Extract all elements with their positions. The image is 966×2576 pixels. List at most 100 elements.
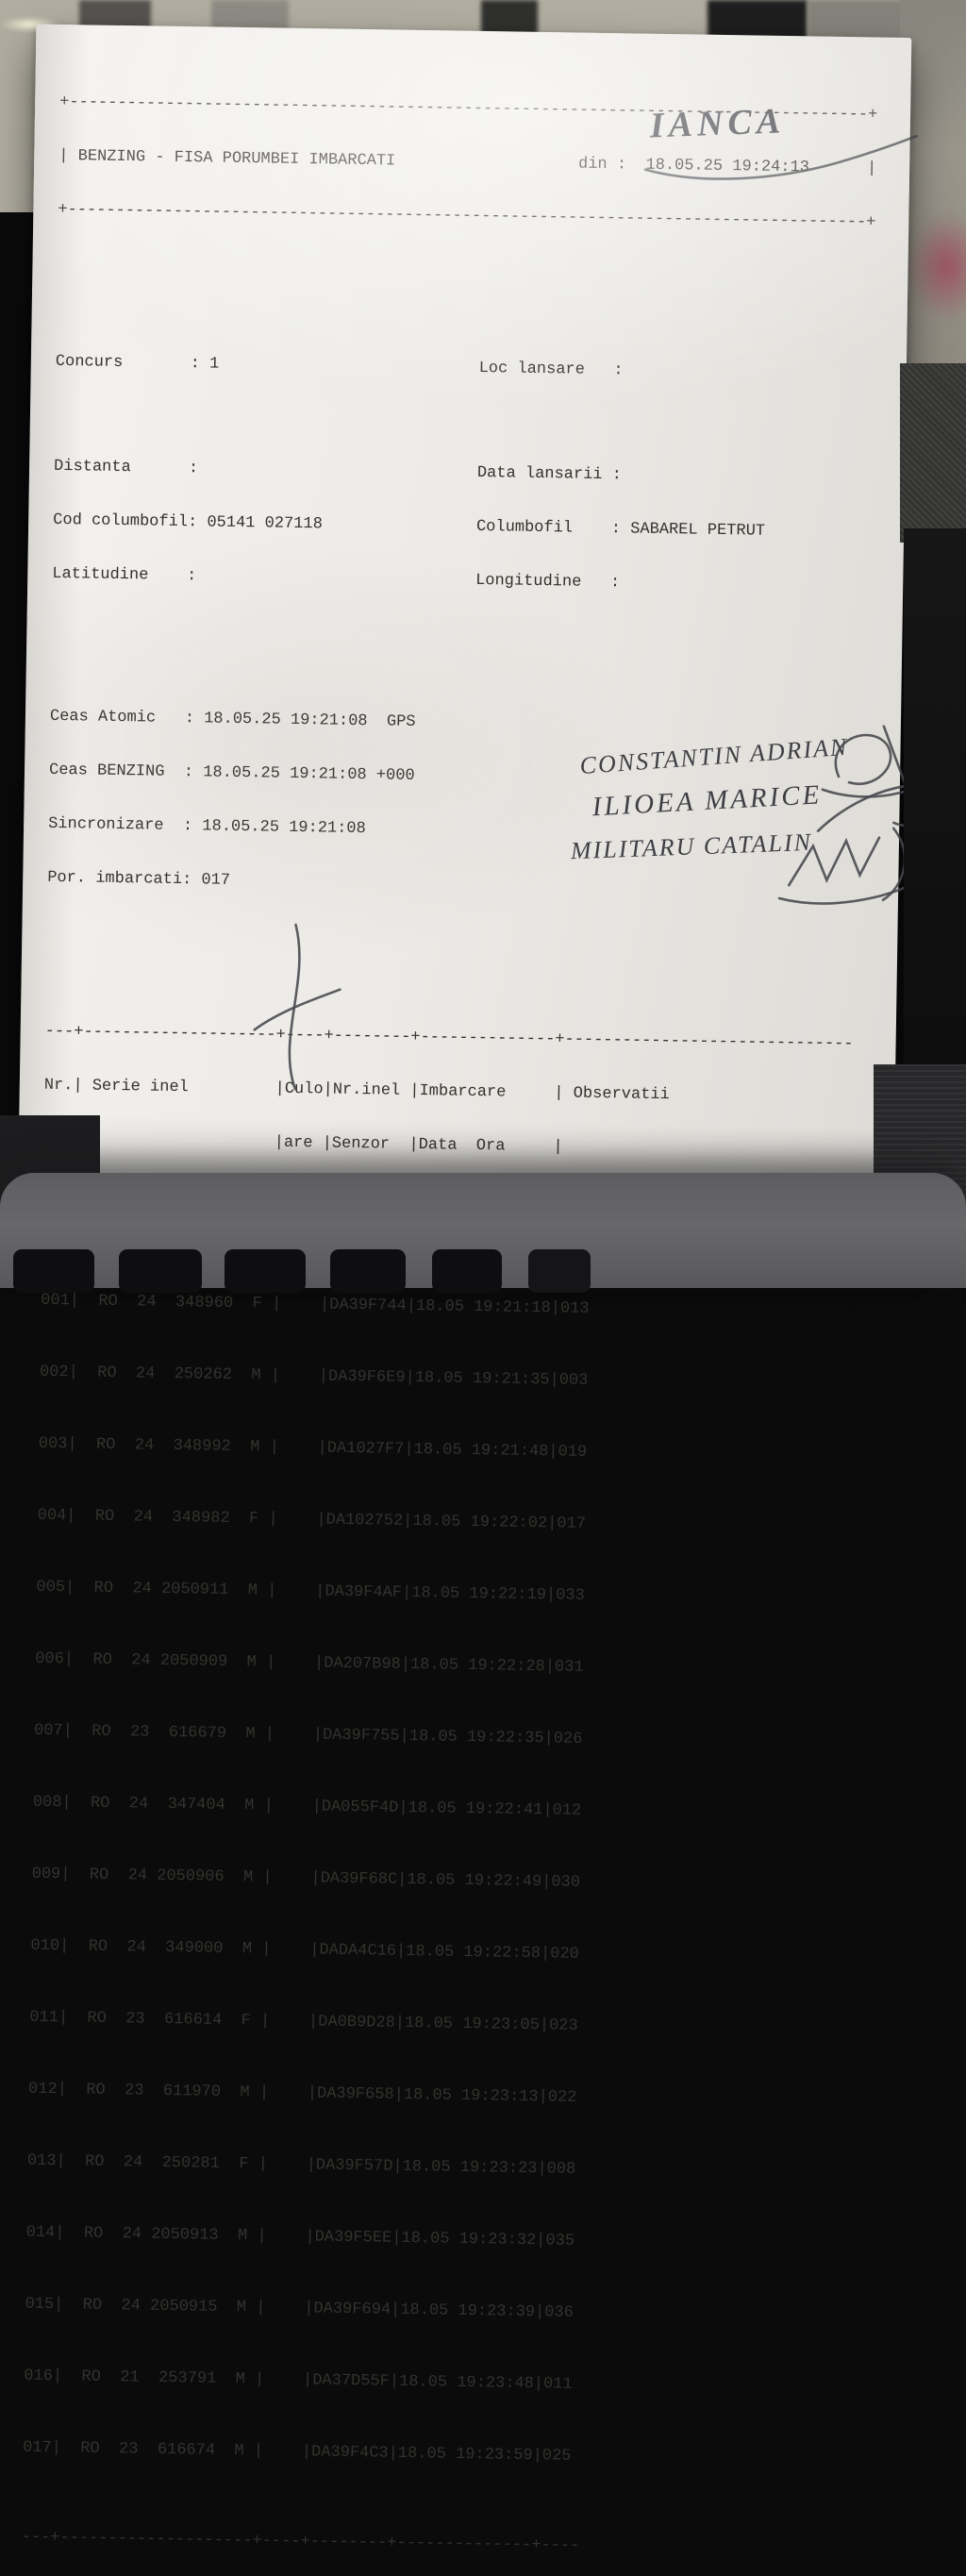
concurs-value: : 1 xyxy=(190,355,220,374)
cell-date: 18.05 xyxy=(406,1942,455,1962)
cell-time: 19:22:28 xyxy=(468,1656,545,1677)
cell-imbarcare: 18.05 19:22:19 xyxy=(411,1584,546,1604)
cell-country: RO xyxy=(80,2439,100,2458)
cell-ring-number: 348982 xyxy=(172,1508,230,1528)
column-separator: | xyxy=(409,1081,420,1101)
column-separator: | xyxy=(52,2367,63,2386)
table-row: 016 | RO 21 253791 M | | DA37D55F | 18.0… xyxy=(24,2367,874,2399)
cell-imbarcare: 18.05 19:22:49 xyxy=(407,1871,541,1891)
cell-date: 18.05 xyxy=(413,1441,462,1460)
column-separator: | xyxy=(553,1138,563,1157)
column-separator: | xyxy=(51,2439,62,2458)
cell-country: RO xyxy=(98,1292,118,1312)
cell-senzor: DA39F6E9 xyxy=(327,1367,406,1387)
cell-imbarcare: 18.05 19:22:41 xyxy=(408,1799,542,1819)
cell-culoare xyxy=(271,1941,309,1960)
info-row: Cod columbofil : 05141 027118 Columbofil… xyxy=(53,511,904,543)
column-separator: | xyxy=(550,1299,561,1318)
cell-ring-number: 611970 xyxy=(162,2082,222,2101)
cell-date: 18.05 xyxy=(411,1583,460,1603)
cell-ring-number: 250262 xyxy=(174,1365,233,1384)
table-row: 006 | RO 24 2050909 M | | DA207B98 | 18.… xyxy=(35,1650,886,1681)
column-separator: | xyxy=(538,2088,548,2107)
cell-sex: M xyxy=(240,2083,250,2102)
column-separator: | xyxy=(316,1511,326,1530)
cell-sex: M xyxy=(251,1366,261,1385)
cell-date: 18.05 xyxy=(415,1297,465,1316)
border-pipe: | xyxy=(866,159,877,178)
cell-ring-number: 2050911 xyxy=(160,1580,229,1599)
cell-serie-inel: RO 24 348960 F xyxy=(79,1292,272,1313)
col-header-serie: Serie inel xyxy=(82,1077,189,1097)
cell-year: 24 xyxy=(135,1364,156,1383)
column-separator: | xyxy=(270,1366,281,1385)
cell-senzor: DA207B98 xyxy=(324,1654,401,1674)
cell-serie-inel: RO 24 2050906 M xyxy=(70,1865,262,1887)
cell-year: 24 xyxy=(126,1938,146,1957)
column-separator: | xyxy=(319,1296,330,1314)
column-separator: | xyxy=(268,1510,278,1529)
ceas-benzing-label: Ceas BENZING xyxy=(48,761,165,781)
cell-country: RO xyxy=(87,2009,108,2028)
cell-sex: M xyxy=(242,1940,253,1959)
column-separator: | xyxy=(301,2443,312,2462)
cell-time: 19:21:48 xyxy=(471,1441,549,1462)
cell-sex: M xyxy=(236,2299,247,2317)
cell-observatii: 036 xyxy=(544,2303,574,2322)
cell-nr: 014 xyxy=(25,2223,56,2243)
cell-nr: 012 xyxy=(27,2080,58,2099)
cell-country: RO xyxy=(83,2224,104,2243)
cell-sex: M xyxy=(250,1438,260,1457)
column-separator: | xyxy=(532,2447,543,2466)
cell-year: 24 xyxy=(127,1866,148,1885)
cell-time: 19:21:18 xyxy=(474,1297,551,1318)
cell-year: 24 xyxy=(122,2225,142,2244)
column-separator: | xyxy=(261,1940,272,1959)
column-separator: | xyxy=(258,2083,270,2102)
column-separator: | xyxy=(259,2012,271,2031)
column-separator: | xyxy=(549,1371,559,1390)
column-separator: | xyxy=(57,2081,68,2099)
cell-senzor: DA39F4AF xyxy=(325,1582,403,1602)
sincronizare-label: Sincronizare xyxy=(48,814,164,835)
column-separator: | xyxy=(393,2085,404,2104)
cell-imbarcare: 18.05 19:23:23 xyxy=(402,2158,537,2178)
cell-serie-inel: RO 24 2050911 M xyxy=(75,1579,267,1600)
cell-senzor: DA1027F7 xyxy=(326,1439,405,1459)
column-separator: | xyxy=(389,2372,400,2391)
cell-serie-inel: RO 23 611970 M xyxy=(67,2081,259,2102)
column-separator: | xyxy=(257,2227,267,2246)
col-header-culoare: Culo xyxy=(284,1079,324,1099)
column-separator: | xyxy=(534,2303,545,2322)
cell-serie-inel: RO 21 253791 M xyxy=(62,2367,255,2389)
table-row: 012 | RO 23 611970 M | | DA39F658 | 18.0… xyxy=(28,2081,879,2112)
cell-observatii: 023 xyxy=(548,2016,578,2035)
cell-imbarcare: 18.05 19:23:32 xyxy=(401,2230,536,2250)
keyboard-key xyxy=(119,1249,202,1293)
column-separator: | xyxy=(66,1507,76,1526)
column-separator: | xyxy=(536,2232,546,2250)
table-separator: ---+--------------------+----+--------+-… xyxy=(44,1022,854,1054)
cell-observatii: 003 xyxy=(558,1371,589,1390)
column-separator: | xyxy=(53,2296,64,2315)
column-separator: | xyxy=(322,1134,333,1153)
column-separator: | xyxy=(310,1869,321,1888)
longitudine-value: : xyxy=(609,574,621,593)
cell-time: 19:23:48 xyxy=(457,2373,535,2394)
cell-serie-inel: RO 24 250281 F xyxy=(66,2152,258,2174)
column-separator: | xyxy=(56,2152,66,2171)
cell-date: 18.05 xyxy=(407,1870,456,1890)
cell-observatii: 022 xyxy=(547,2088,577,2107)
column-separator: | xyxy=(306,2156,317,2175)
cell-nr: 010 xyxy=(30,1936,60,1956)
cell-nr: 006 xyxy=(35,1649,65,1669)
cell-culoare xyxy=(272,1869,310,1888)
table-row: 005 | RO 24 2050911 M | | DA39F4AF | 18.… xyxy=(36,1579,887,1610)
ceas-atomic-label: Ceas Atomic xyxy=(49,707,157,728)
column-separator: | xyxy=(543,1730,554,1748)
column-separator: | xyxy=(267,1581,277,1600)
cell-imbarcare: 18.05 19:22:35 xyxy=(409,1728,544,1748)
data-lansarii-value: : xyxy=(611,466,623,485)
cell-date: 18.05 xyxy=(408,1727,458,1747)
keyboard-key xyxy=(528,1249,591,1293)
